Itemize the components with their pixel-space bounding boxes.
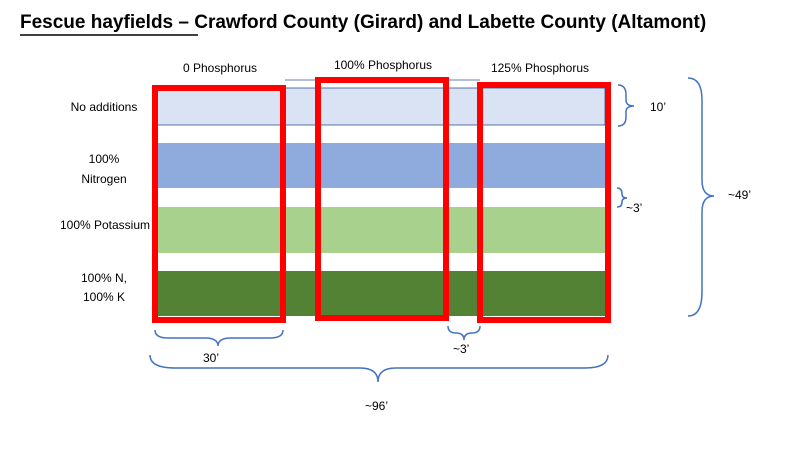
row-label: 100% N, xyxy=(81,271,127,285)
dimension-label: 10’ xyxy=(650,100,666,114)
title-underlined: Fescue hayfields xyxy=(20,12,173,33)
brace xyxy=(687,77,715,317)
plot-outline xyxy=(152,85,286,323)
brace xyxy=(154,329,284,347)
title-rest: – Crawford County (Girard) and Labette C… xyxy=(173,12,706,33)
column-label: 100% Phosphorus xyxy=(334,58,432,72)
row-label: No additions xyxy=(71,100,138,114)
brace xyxy=(447,325,481,341)
column-label: 0 Phosphorus xyxy=(183,61,257,75)
brace xyxy=(149,354,609,383)
band-n-k xyxy=(155,271,605,316)
band-nitrogen xyxy=(155,143,605,188)
dimension-label: 30’ xyxy=(203,351,219,365)
column-label: 125% Phosphorus xyxy=(491,61,589,75)
title: Fescue hayfields – Crawford County (Gira… xyxy=(20,12,706,33)
brace xyxy=(616,187,628,208)
plot-outline xyxy=(315,77,449,321)
band-no-additions xyxy=(154,87,606,126)
row-label: 100% Potassium xyxy=(60,218,150,232)
row-label: Nitrogen xyxy=(81,172,126,186)
brace xyxy=(617,84,635,127)
dimension-label: ~3’ xyxy=(453,342,469,356)
plot-outline xyxy=(477,82,611,323)
dimension-label: ~96’ xyxy=(365,399,388,413)
row-label: 100% K xyxy=(83,290,125,304)
band-potassium xyxy=(155,207,605,253)
dimension-label: ~49’ xyxy=(728,188,751,202)
dimension-label: ~3’ xyxy=(626,201,642,215)
row-label: 100% xyxy=(89,152,120,166)
